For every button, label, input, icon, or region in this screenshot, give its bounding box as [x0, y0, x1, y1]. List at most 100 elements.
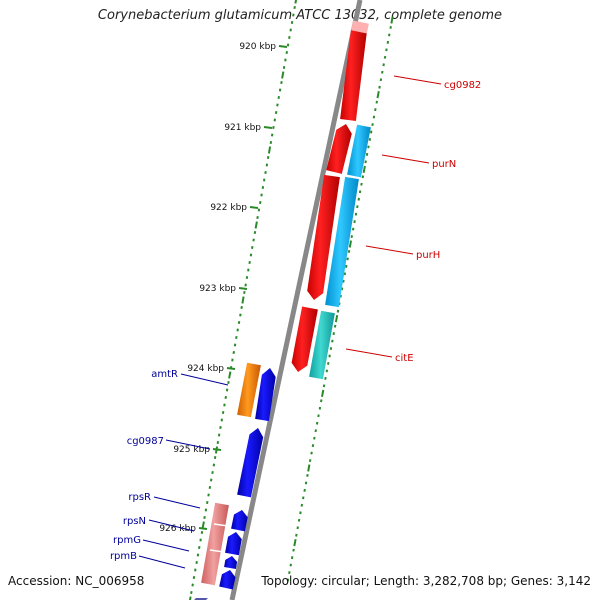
gene-amtR-orange[interactable] — [237, 362, 261, 418]
major-tick — [294, 0, 298, 4]
gene-rpsN[interactable] — [225, 532, 242, 556]
minor-tick — [221, 411, 225, 414]
minor-tick — [269, 141, 273, 144]
major-tick — [348, 240, 352, 248]
minor-tick — [389, 26, 392, 29]
minor-tick — [385, 48, 388, 52]
minor-tick — [325, 369, 329, 373]
minor-tick — [343, 272, 347, 276]
minor-tick — [274, 111, 278, 114]
gene-label-citE[interactable]: citE — [395, 353, 414, 364]
major-tick — [241, 296, 245, 304]
major-tick — [267, 146, 272, 154]
gene-purN[interactable] — [326, 124, 352, 174]
minor-tick — [365, 152, 369, 156]
minor-tick — [256, 216, 259, 219]
minor-tick — [282, 66, 286, 69]
kbp-tick — [263, 126, 273, 129]
gene-labels: cg0982 purN purH citE amtR cg0987 rpsR rpsN rpmG… — [110, 75, 481, 569]
label-leader-line — [345, 348, 393, 358]
minor-tick — [288, 571, 291, 574]
major-tick — [390, 16, 394, 24]
minor-tick — [342, 279, 345, 283]
minor-tick — [331, 339, 334, 343]
major-tick — [188, 596, 192, 600]
gene-purH-2[interactable] — [325, 176, 359, 308]
kbp-label: 921 kbp — [224, 123, 261, 133]
gene-label-cg0987[interactable]: cg0987 — [127, 436, 164, 447]
minor-tick — [198, 546, 201, 549]
minor-tick — [324, 376, 327, 380]
gene-label-purN[interactable]: purN — [432, 159, 456, 170]
minor-tick — [375, 100, 378, 104]
kbp-tick — [238, 287, 248, 290]
minor-tick — [239, 313, 242, 317]
minor-tick — [306, 474, 309, 477]
minor-tick — [315, 421, 319, 425]
minor-tick — [251, 246, 254, 249]
minor-tick — [356, 205, 359, 209]
major-tick — [362, 165, 366, 173]
label-leader-line — [180, 373, 229, 386]
kbp-label: 920 kbp — [239, 42, 276, 52]
kbp-label: 924 kbp — [187, 364, 224, 374]
gene-purN-2[interactable] — [347, 124, 371, 178]
gene-label-rpsR[interactable]: rpsR — [128, 492, 151, 503]
minor-tick — [300, 503, 304, 507]
minor-tick — [285, 51, 288, 54]
minor-tick — [340, 287, 344, 291]
gene-amtR[interactable] — [255, 368, 276, 422]
minor-tick — [367, 145, 370, 149]
kbp-label: 923 kbp — [199, 284, 236, 294]
minor-tick — [213, 456, 217, 459]
gene-label-amtR[interactable]: amtR — [151, 369, 178, 380]
gene-purH[interactable] — [307, 174, 340, 300]
genome-backbone — [229, 0, 363, 600]
minor-tick — [336, 309, 340, 313]
gene-citE[interactable] — [291, 306, 318, 373]
label-leader-line — [142, 539, 190, 552]
minor-tick — [351, 227, 355, 231]
minor-tick — [293, 6, 296, 9]
minor-tick — [382, 63, 385, 67]
kbp-tick — [226, 367, 236, 370]
gene-rpmB[interactable] — [219, 570, 236, 590]
map-title: Corynebacterium glutamicum ATCC 13032, c… — [97, 8, 503, 23]
gene-label-rpsN[interactable]: rpsN — [123, 516, 146, 527]
kbp-scale-labels: 920 kbp 921 kbp 922 kbp 923 kbp 924 kbp 925 k… — [159, 42, 288, 534]
minor-tick — [322, 384, 326, 388]
gene-rpmG[interactable] — [224, 556, 238, 569]
minor-tick — [260, 193, 263, 197]
outer-tick-ring — [286, 16, 394, 582]
gene-rpsR[interactable] — [231, 510, 248, 532]
gene-citE-2[interactable] — [309, 310, 335, 380]
minor-tick — [270, 133, 274, 137]
label-leader-line — [138, 555, 186, 569]
minor-tick — [289, 563, 292, 567]
gene-cg0982[interactable] — [340, 22, 367, 121]
minor-tick — [248, 261, 251, 264]
gene-label-rpmB[interactable]: rpmB — [110, 551, 137, 562]
gene-cg0987[interactable] — [237, 428, 264, 498]
major-tick — [293, 539, 297, 547]
minor-tick — [277, 96, 280, 99]
minor-tick — [302, 496, 305, 500]
label-leader-line — [365, 245, 414, 255]
minor-tick — [292, 13, 295, 17]
minor-tick — [371, 123, 374, 126]
minor-tick — [203, 516, 206, 519]
gene-label-rpmG[interactable]: rpmG — [113, 535, 141, 546]
gene-features — [194, 20, 371, 600]
minor-tick — [192, 576, 196, 579]
minor-tick — [361, 175, 365, 179]
minor-tick — [216, 441, 220, 444]
gene-rrna-pink[interactable] — [201, 502, 229, 586]
minor-tick — [310, 451, 313, 455]
gene-label-purH[interactable]: purH — [416, 250, 440, 261]
minor-tick — [350, 235, 353, 238]
minor-tick — [388, 33, 391, 37]
minor-tick — [224, 396, 227, 399]
gene-label-cg0982[interactable]: cg0982 — [444, 80, 481, 91]
